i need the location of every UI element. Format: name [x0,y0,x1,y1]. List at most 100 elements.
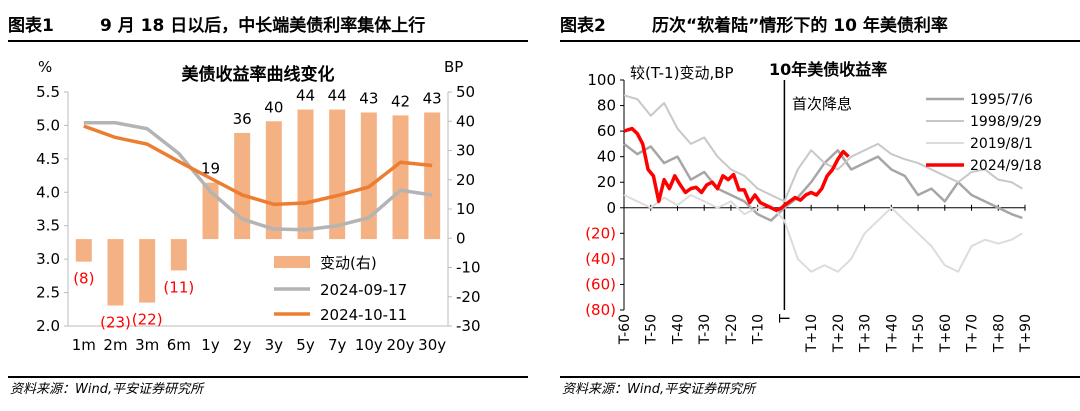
bar-30y [424,112,441,240]
bar-20y [392,115,409,240]
soft-landing-chart: 100 80 60 40 20 0 (20) (40) (60) (80)T-60 T-50 T-40… [585,60,1042,353]
bar-data-label: (22) [132,311,163,329]
x-tick-label: 2m [103,336,127,354]
x-tick-label: 1y [201,336,220,354]
bar-data-label: (8) [73,270,94,288]
bar-data-label: 19 [201,160,220,178]
bar-5y [297,109,314,240]
x-tick-label: T+10 [804,314,820,353]
left-tick-label: 4.0 [36,183,60,201]
bar-10y [360,112,377,240]
y-tick-label: 20 [597,173,616,191]
bar-data-label: 36 [233,110,252,128]
x-tick-label: 1m [72,336,96,354]
left-tick-label: 2.0 [36,317,60,335]
left-tick-label: 3.0 [36,250,60,268]
y-tick-label: 80 [597,97,616,115]
line-series-2024-09-17 [83,121,433,232]
legend-label-2024/9/18: 2024/9/18 [970,158,1042,174]
chart-2-title: 10年美债收益率 [769,60,887,79]
x-tick-label: T+30 [858,314,874,353]
right-tick-label: -30 [456,317,481,335]
right-tick-label: 20 [456,171,475,189]
bar-data-label: 44 [328,87,347,105]
first-cut-annotation: 首次降息 [792,95,852,113]
x-tick-label: T-10 [751,314,767,345]
legend-label-1995/7/6: 1995/7/6 [970,92,1033,108]
x-tick-label: T+80 [991,314,1007,353]
x-tick-label: 10y [355,336,383,354]
x-tick-label: T+70 [965,314,981,353]
bar-2m [107,239,124,306]
x-tick-label: 2y [233,336,252,354]
bar-data-label: (23) [100,314,131,332]
x-tick-label: T-20 [724,314,740,345]
x-tick-label: T+50 [911,314,927,353]
bar-7y [329,109,346,240]
x-tick-label: T-50 [644,314,660,345]
x-tick-label: 3y [265,336,284,354]
bar-data-label: 44 [296,87,315,105]
y-tick-label: (20) [585,224,616,242]
bar-2y [234,132,251,240]
legend-label-2024-10-11: 2024-10-11 [320,306,407,324]
x-tick-label: T+40 [884,314,900,353]
y-tick-label: (80) [585,301,616,319]
left-tick-label: 2.5 [36,284,60,302]
panel-2-top-rule [560,40,1080,42]
bar-1m [75,239,92,262]
x-tick-label: T-40 [670,314,686,345]
x-tick-label: T-60 [617,314,633,345]
x-tick-label: 3m [135,336,159,354]
left-tick-label: 3.5 [36,217,60,235]
x-tick-label: T [777,314,793,324]
yield-curve-chart: 美债收益率曲线变化% BP 2.0 2.5 3.0 3.5 4.0 4.5 5.0 5.5 -30 -… [36,58,481,354]
bar-data-label: 43 [359,89,378,107]
chart-panel-2: 图表2 历次“软着陆”情形下的 10 年美债利率 100 80 60 40 20 0 (20… [560,0,1080,411]
panel-2-title: 图表2 历次“软着陆”情形下的 10 年美债利率 [560,8,1080,38]
right-tick-label: -10 [456,259,481,277]
y-tick-label: 60 [597,122,616,140]
panel-2-figure-number: 图表2 [560,15,606,36]
panel-1-bottom-rule [8,376,528,378]
bar-6m [170,239,187,271]
right-axis-unit: BP [444,58,463,76]
bar-data-label: (11) [163,278,194,296]
panel-2-title-text: 历次“软着陆”情形下的 10 年美债利率 [652,15,948,36]
left-tick-label: 4.5 [36,150,60,168]
x-tick-label: T+20 [831,314,847,353]
legend-label-2019/8/1: 2019/8/1 [970,136,1033,152]
right-tick-label: -20 [456,288,481,306]
left-tick-label: 5.5 [36,83,60,101]
chart-panel-1: 图表1 9 月 18 日以后，中长端美债利率集体上行 美债收益率曲线变化% BP 2… [8,0,528,411]
bar-3m [139,239,156,303]
bar-data-label: 40 [264,98,283,116]
right-tick-label: 10 [456,200,475,218]
panel-1-figure-number: 图表1 [8,15,54,36]
chart-1-title: 美债收益率曲线变化 [182,64,335,85]
line-series-1998/9/29 [623,94,1023,203]
x-tick-label: 30y [418,336,446,354]
y-tick-label: 40 [597,148,616,166]
line-series-2024/9/18 [623,126,850,213]
x-tick-label: 20y [387,336,415,354]
panel-1-top-rule [8,40,528,42]
legend-label-bar: 变动(右) [320,254,377,272]
y-tick-label: 100 [587,71,616,89]
y-tick-label: 0 [606,199,616,217]
panel-1-title: 图表1 9 月 18 日以后，中长端美债利率集体上行 [8,8,528,38]
line-series-2019/8/1 [623,194,1023,273]
x-tick-label: T+90 [1018,314,1034,353]
panel-1-title-text: 9 月 18 日以后，中长端美债利率集体上行 [100,15,426,36]
bar-3y [265,121,282,240]
legend-label-1998/9/29: 1998/9/29 [970,114,1042,130]
x-tick-label: 7y [328,336,347,354]
panel-2-bottom-rule [560,376,1080,378]
panel-2-source: 资料来源：Wind,平安证券研究所 [562,382,756,397]
right-tick-label: 30 [456,142,475,160]
right-tick-label: 40 [456,112,475,130]
y-tick-label: (60) [585,275,616,293]
x-tick-label: T+60 [938,314,954,353]
y-tick-label: (40) [585,250,616,268]
x-tick-label: T-30 [697,314,713,345]
